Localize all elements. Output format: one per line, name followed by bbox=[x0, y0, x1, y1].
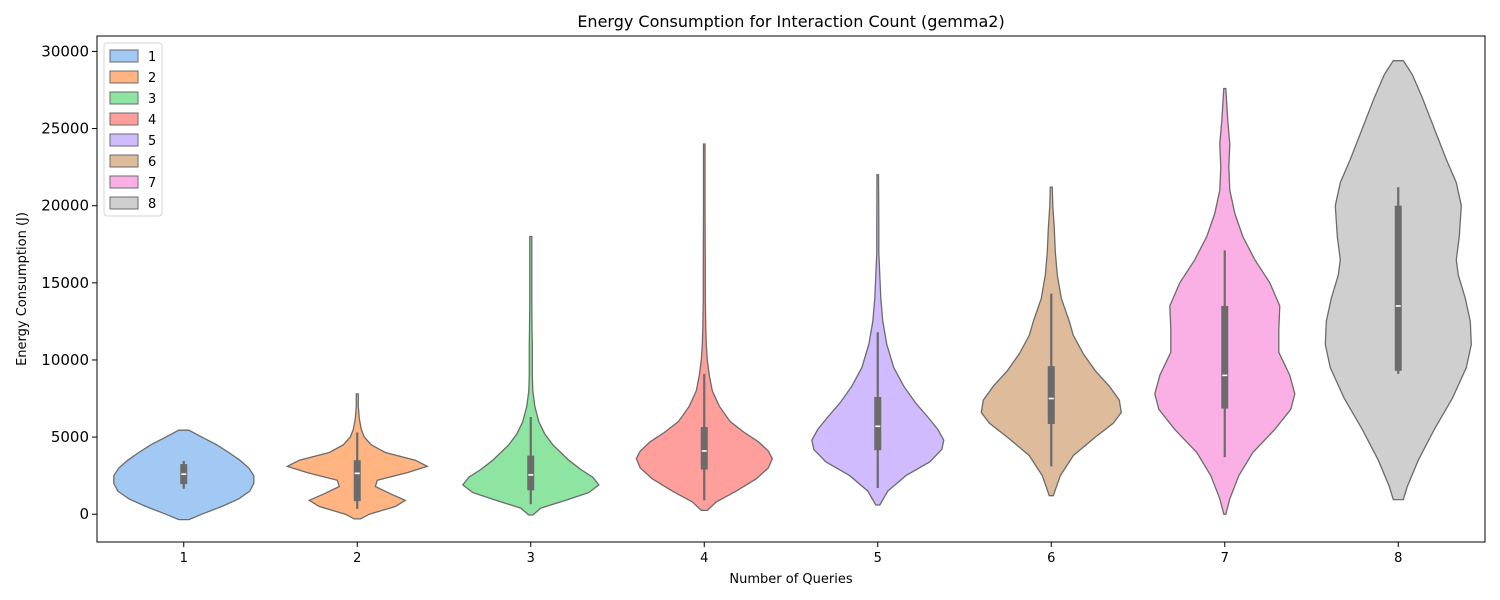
legend-label-8: 8 bbox=[148, 197, 156, 212]
violin-body-3 bbox=[461, 235, 600, 516]
x-tick-label: 1 bbox=[180, 551, 188, 566]
plot-area bbox=[113, 60, 1472, 521]
violin-group-6 bbox=[980, 186, 1122, 497]
violin-iqr-box-5 bbox=[874, 396, 882, 451]
violin-group-3 bbox=[461, 235, 600, 516]
y-tick-label: 10000 bbox=[41, 351, 89, 369]
x-axis-label: Number of Queries bbox=[729, 572, 852, 587]
y-axis-label: Energy Consumption (J) bbox=[15, 212, 30, 366]
violin-group-1 bbox=[113, 429, 255, 521]
legend-swatch-3 bbox=[109, 91, 139, 105]
violin-group-4 bbox=[635, 143, 774, 512]
legend: 1 2 3 4 5 6 7 8 bbox=[103, 42, 163, 217]
legend-swatch-2 bbox=[109, 70, 139, 84]
violin-group-5 bbox=[811, 174, 945, 506]
legend-label-7: 7 bbox=[148, 176, 156, 191]
violin-iqr-box-3 bbox=[527, 455, 535, 491]
violin-group-7 bbox=[1154, 87, 1296, 515]
legend-label-5: 5 bbox=[148, 134, 156, 149]
legend-swatch-7 bbox=[109, 175, 139, 189]
axes-frame bbox=[96, 35, 1486, 543]
x-tick-label: 2 bbox=[353, 551, 361, 566]
violin-iqr-box-4 bbox=[700, 427, 708, 470]
y-tick-label: 30000 bbox=[41, 42, 89, 60]
y-tick-label: 5000 bbox=[51, 428, 89, 446]
legend-label-6: 6 bbox=[148, 155, 156, 170]
violin-iqr-box-6 bbox=[1047, 366, 1055, 424]
legend-box bbox=[103, 42, 163, 217]
x-tick-label: 8 bbox=[1394, 551, 1402, 566]
legend-swatch-5 bbox=[109, 133, 139, 147]
violin-iqr-box-7 bbox=[1221, 305, 1229, 409]
legend-swatch-8 bbox=[109, 196, 139, 210]
y-tick-label: 15000 bbox=[41, 274, 89, 292]
legend-swatch-4 bbox=[109, 112, 139, 126]
violin-body-4 bbox=[635, 143, 774, 512]
chart-title: Energy Consumption for Interaction Count… bbox=[577, 12, 1004, 31]
x-tick-label: 5 bbox=[874, 551, 882, 566]
legend-swatch-1 bbox=[109, 49, 139, 63]
x-tick-label: 3 bbox=[527, 551, 535, 566]
legend-label-4: 4 bbox=[148, 113, 156, 128]
violin-iqr-box-2 bbox=[353, 460, 361, 502]
legend-label-3: 3 bbox=[148, 92, 156, 107]
violin-iqr-box-8 bbox=[1394, 205, 1402, 371]
violin-group-8 bbox=[1324, 60, 1472, 501]
y-tick-label: 0 bbox=[79, 505, 89, 523]
legend-swatch-6 bbox=[109, 154, 139, 168]
y-tick-label: 25000 bbox=[41, 120, 89, 138]
x-tick-label: 7 bbox=[1221, 551, 1229, 566]
x-tick-label: 6 bbox=[1047, 551, 1055, 566]
x-tick-label: 4 bbox=[700, 551, 708, 566]
axes: 0 5000 10000 15000 20000 25000 30000 1 2 3 4 5 6 7 8 bbox=[41, 35, 1486, 566]
violin-group-2 bbox=[285, 393, 430, 520]
legend-label-1: 1 bbox=[148, 50, 156, 65]
y-tick-label: 20000 bbox=[41, 197, 89, 215]
legend-label-2: 2 bbox=[148, 71, 156, 86]
